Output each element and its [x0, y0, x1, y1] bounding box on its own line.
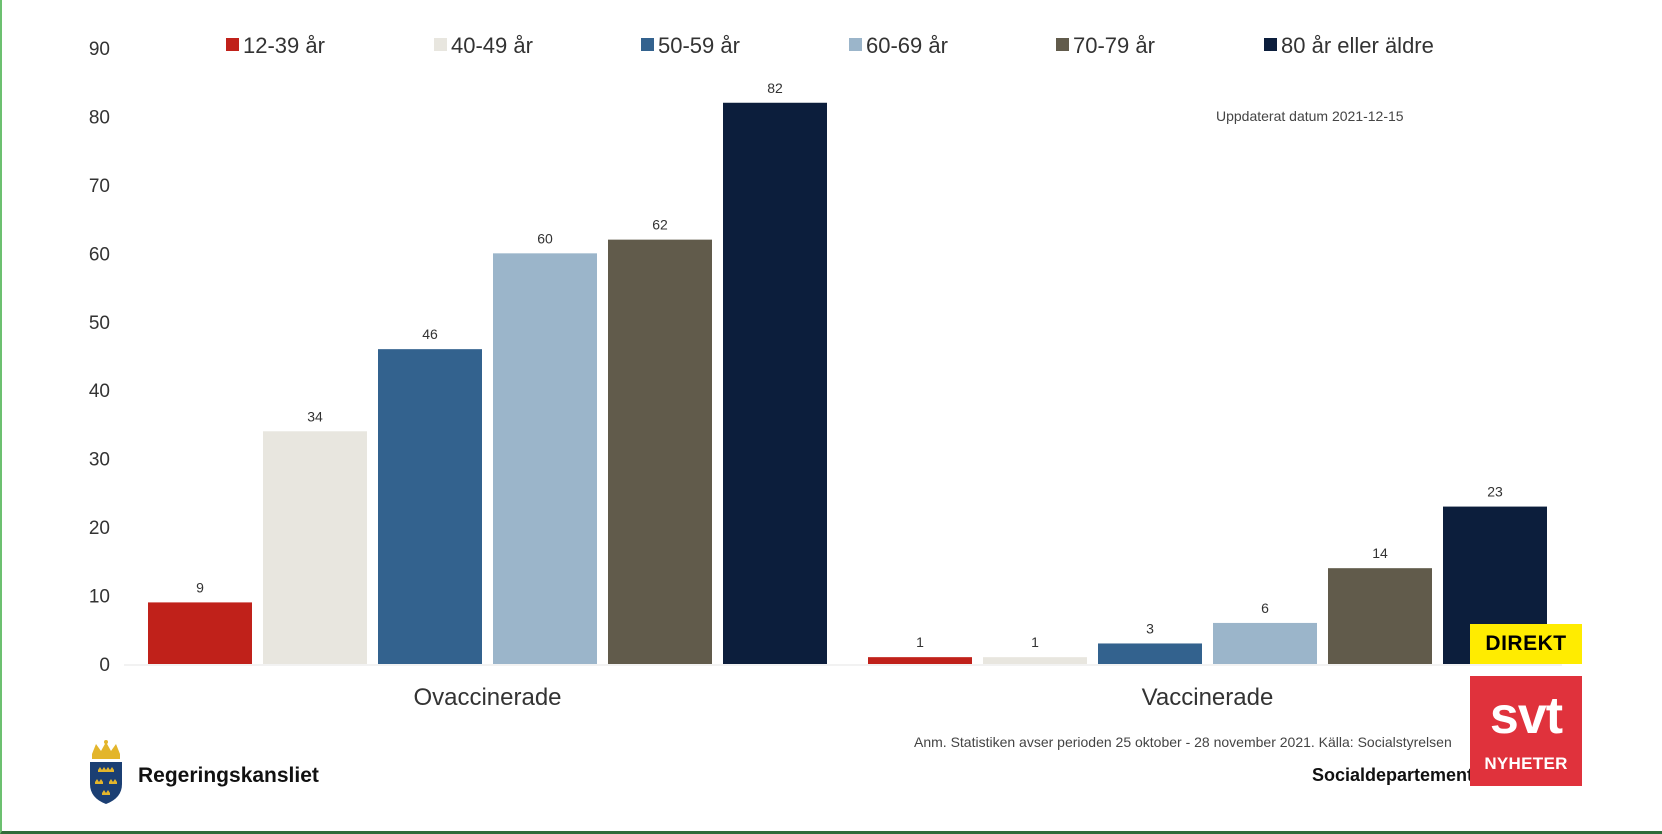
legend-swatch: [434, 38, 447, 51]
bar: [868, 657, 972, 664]
svt-logo-sub: NYHETER: [1484, 754, 1568, 773]
data-label: 60: [537, 230, 553, 246]
legend-swatch: [641, 38, 654, 51]
bar: [1213, 622, 1317, 664]
y-tick-label: 90: [89, 39, 110, 60]
y-tick-label: 70: [89, 176, 110, 197]
data-label: 3: [1146, 620, 1154, 636]
bar: [263, 431, 367, 664]
bar: [723, 102, 827, 664]
svt-nyheter-logo: svt NYHETER: [1470, 676, 1582, 786]
bar: [378, 349, 482, 664]
data-labels: 9 34 46 60 62 82 1 1 3 6 14 23: [196, 80, 1503, 650]
data-label: 34: [307, 408, 323, 424]
bar: [1328, 568, 1432, 664]
department-name: Socialdepartementet: [1312, 765, 1474, 785]
legend-label: 12-39 år: [243, 33, 325, 58]
category-label: Vaccinerade: [1142, 684, 1274, 711]
y-tick-label: 10: [89, 587, 110, 608]
data-label: 1: [1031, 634, 1039, 650]
legend-label: 70-79 år: [1073, 33, 1155, 58]
legend-swatch: [226, 38, 239, 51]
legend-label: 80 år eller äldre: [1281, 33, 1434, 58]
y-tick-label: 30: [89, 450, 110, 471]
bar: [493, 253, 597, 665]
bar: [148, 602, 252, 664]
legend-label: 60-69 år: [866, 33, 948, 58]
legend-label: 40-49 år: [451, 33, 533, 58]
legend-swatch: [1264, 38, 1277, 51]
bar: [983, 657, 1087, 664]
legend-swatch: [1056, 38, 1069, 51]
regeringskansliet-text: Regeringskansliet: [138, 764, 319, 787]
y-tick-label: 50: [89, 313, 110, 334]
source-note: Anm. Statistiken avser perioden 25 oktob…: [914, 734, 1452, 750]
updated-date-note: Uppdaterat datum 2021-12-15: [1216, 108, 1404, 124]
y-tick-label: 60: [89, 244, 110, 265]
legend: 12-39 år 40-49 år 50-59 år 60-69 år 70-79 år…: [226, 33, 1434, 58]
svt-logo-word: svt: [1489, 687, 1563, 745]
y-tick-label: 20: [89, 518, 110, 539]
y-tick-label: 80: [89, 107, 110, 128]
bar: [1098, 643, 1202, 664]
bar: [608, 239, 712, 664]
data-label: 9: [196, 579, 204, 595]
data-label: 14: [1372, 545, 1388, 561]
legend-label: 50-59 år: [658, 33, 740, 58]
data-label: 46: [422, 326, 438, 342]
direkt-badge: DIREKT: [1470, 624, 1582, 664]
y-tick-label: 0: [99, 655, 110, 676]
crown-shield-icon: [90, 740, 122, 804]
category-labels: Ovaccinerade Vaccinerade: [413, 684, 1273, 711]
data-label: 62: [652, 217, 668, 233]
data-label: 82: [767, 80, 783, 96]
y-axis: 0 10 20 30 40 50 60 70 80 90: [89, 39, 110, 676]
category-label: Ovaccinerade: [413, 684, 561, 711]
legend-swatch: [849, 38, 862, 51]
data-label: 23: [1487, 484, 1503, 500]
y-tick-label: 40: [89, 381, 110, 402]
data-label: 1: [916, 634, 924, 650]
bars: [124, 102, 1562, 666]
data-label: 6: [1261, 600, 1269, 616]
